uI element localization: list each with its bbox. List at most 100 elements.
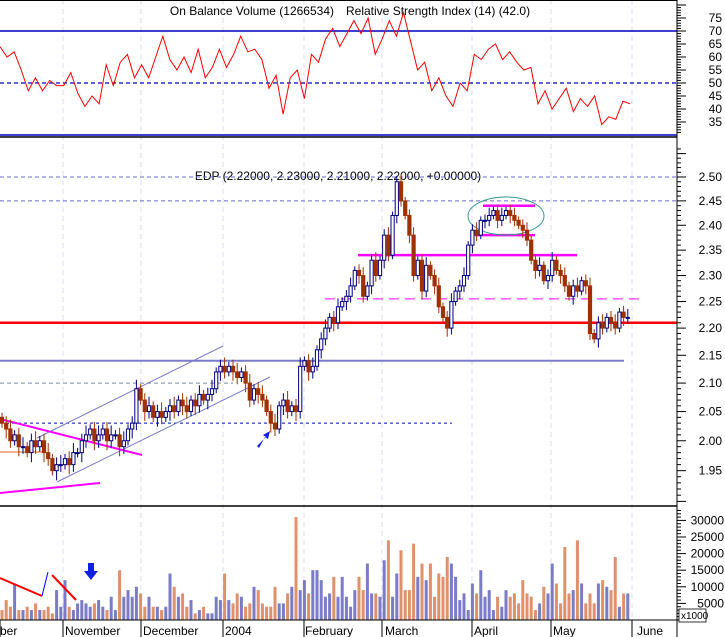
candle [256, 381, 261, 404]
candle-body [41, 440, 47, 454]
candle [453, 286, 458, 306]
candle-body [478, 219, 483, 236]
volume-trend-blue [41, 571, 49, 597]
volume-bar [168, 573, 172, 620]
candle [571, 279, 576, 305]
candle-body [125, 428, 131, 442]
volume-bar [105, 610, 109, 620]
candle-body [356, 269, 362, 277]
candle [436, 277, 441, 314]
candle [449, 293, 454, 335]
candle [604, 313, 609, 333]
candle-body [293, 405, 299, 413]
volume-bar [458, 600, 462, 620]
volume-bar [269, 606, 273, 620]
candle [428, 261, 433, 280]
vertical-grid [62, 0, 633, 620]
candle [335, 298, 341, 330]
rsi-line [0, 10, 631, 126]
candle-body [600, 322, 605, 329]
volume-bar [596, 583, 600, 620]
volume-bar [46, 606, 50, 620]
volume-bar [349, 606, 353, 620]
volume-bar [21, 610, 25, 620]
candle [440, 302, 446, 322]
volume-bar [218, 600, 222, 620]
candle [432, 269, 437, 295]
candle [424, 257, 429, 298]
x-axis-labels: ber November December 2004 February March Apri… [0, 620, 663, 637]
candle-body [46, 452, 51, 460]
candle [583, 274, 588, 295]
candle [92, 421, 97, 451]
candle [466, 241, 471, 280]
volume-tick-label: 15000 [691, 563, 725, 577]
candle [310, 357, 315, 379]
candle [352, 266, 357, 291]
candle [134, 379, 139, 431]
candle [587, 277, 593, 340]
candle-body [453, 290, 458, 303]
candle [373, 252, 378, 282]
candle [29, 433, 34, 463]
volume-bar [487, 590, 491, 620]
volume-bar [84, 603, 88, 620]
volume-bar [223, 573, 227, 620]
candle [398, 174, 404, 207]
volume-bar [613, 556, 617, 620]
candle-body [579, 280, 584, 292]
candle [268, 404, 273, 433]
volume-bar [563, 546, 567, 620]
candle-body [373, 259, 378, 277]
price-tick-label: 2.45 [699, 194, 723, 208]
candle [285, 390, 290, 419]
candle-body [386, 234, 391, 256]
candle [482, 214, 488, 229]
volume-bar [328, 593, 332, 620]
candle-body [352, 269, 357, 287]
rsi-tick-label: 70 [709, 24, 723, 38]
candle-body [277, 405, 282, 430]
candle-body [12, 434, 17, 442]
candle [33, 431, 38, 454]
volume-bar [479, 570, 483, 620]
candle-body [617, 311, 622, 329]
volume-bar [151, 606, 155, 620]
volume-bar [286, 593, 290, 620]
candle [390, 211, 395, 260]
candle [281, 393, 286, 416]
candle-body [323, 327, 328, 340]
candle [445, 311, 450, 337]
candle-body [382, 234, 387, 261]
candle [0, 412, 5, 428]
candle-body [508, 210, 513, 216]
volume-bar [508, 596, 512, 620]
volume-bar [176, 596, 180, 620]
volume-bar [382, 560, 386, 620]
volume-bar [126, 590, 130, 620]
volume-bar [609, 590, 613, 620]
candle [545, 269, 551, 289]
candle [617, 307, 622, 333]
candle-body [306, 360, 311, 373]
candle [503, 206, 509, 220]
volume-bar [307, 593, 311, 620]
rsi-panel: On Balance Volume (1266534) Relative Str… [0, 4, 677, 136]
candle [550, 252, 555, 282]
volume-bar [496, 596, 500, 620]
volume-bar [542, 586, 546, 620]
consolidation-ellipse [467, 196, 545, 236]
candle [54, 457, 59, 481]
magenta-downtrend-line [0, 418, 143, 456]
candle-body [524, 229, 530, 241]
volume-bar [239, 596, 243, 620]
candle [495, 204, 500, 229]
volume-bar [407, 590, 411, 620]
volume-bar [470, 583, 474, 620]
candle-body [411, 234, 416, 277]
volume-bar [491, 610, 495, 620]
candle-body [394, 181, 399, 216]
arrow-up-right-icon [257, 431, 270, 448]
rsi-tick-label: 45 [709, 89, 723, 103]
volume-bar [101, 606, 105, 620]
